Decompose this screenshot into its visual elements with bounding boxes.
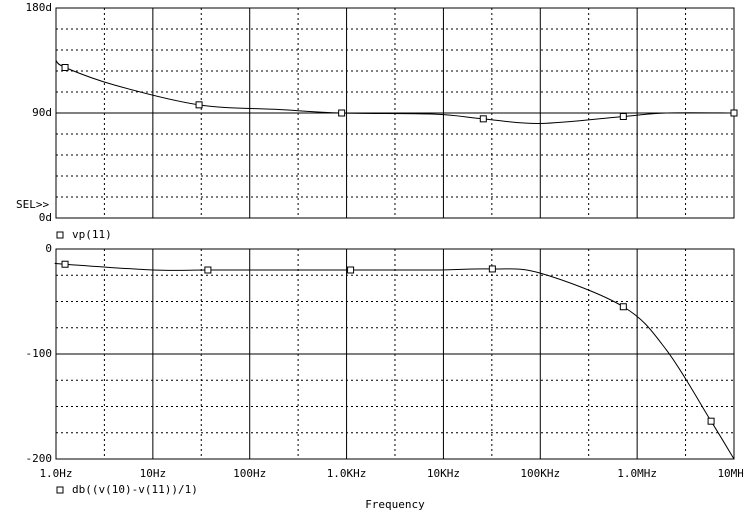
- x-tick-label: 1.0Hz: [39, 467, 72, 480]
- y-tick-label: -200: [26, 452, 53, 465]
- y-tick-label: 0d: [39, 211, 52, 224]
- trace-marker: [338, 109, 346, 117]
- trace-marker: [204, 266, 212, 274]
- legend-label: db((v(10)-v(11))/1): [72, 483, 198, 496]
- trace-marker: [619, 303, 627, 311]
- legend-symbol: [56, 486, 64, 494]
- trace: [54, 262, 735, 460]
- trace-marker: [730, 109, 738, 117]
- x-tick-label: 100Hz: [233, 467, 266, 480]
- x-tick-label: 100KHz: [520, 467, 560, 480]
- x-tick-label: 10MHz: [717, 467, 743, 480]
- trace-marker: [707, 417, 715, 425]
- trace-marker: [479, 115, 487, 123]
- y-tick-label: 180d: [26, 1, 53, 14]
- x-tick-label: 10KHz: [427, 467, 460, 480]
- trace-marker: [619, 113, 627, 120]
- legend-label: vp(11): [72, 228, 112, 241]
- trace-marker: [488, 265, 496, 273]
- y-tick-label: 0: [45, 242, 52, 255]
- x-axis-label: Frequency: [365, 498, 425, 511]
- trace-marker: [347, 266, 355, 274]
- y-tick-label: -100: [26, 347, 53, 360]
- selection-marker: SEL>>: [16, 198, 49, 211]
- x-tick-label: 1.0MHz: [617, 467, 657, 480]
- y-tick-label: 90d: [32, 106, 52, 119]
- trace-marker: [61, 260, 69, 268]
- plot-frame: [55, 248, 735, 460]
- trace-marker: [61, 64, 69, 71]
- trace-marker: [195, 101, 203, 109]
- legend-symbol: [56, 231, 64, 239]
- x-tick-label: 10Hz: [140, 467, 167, 480]
- x-tick-label: 1.0KHz: [327, 467, 367, 480]
